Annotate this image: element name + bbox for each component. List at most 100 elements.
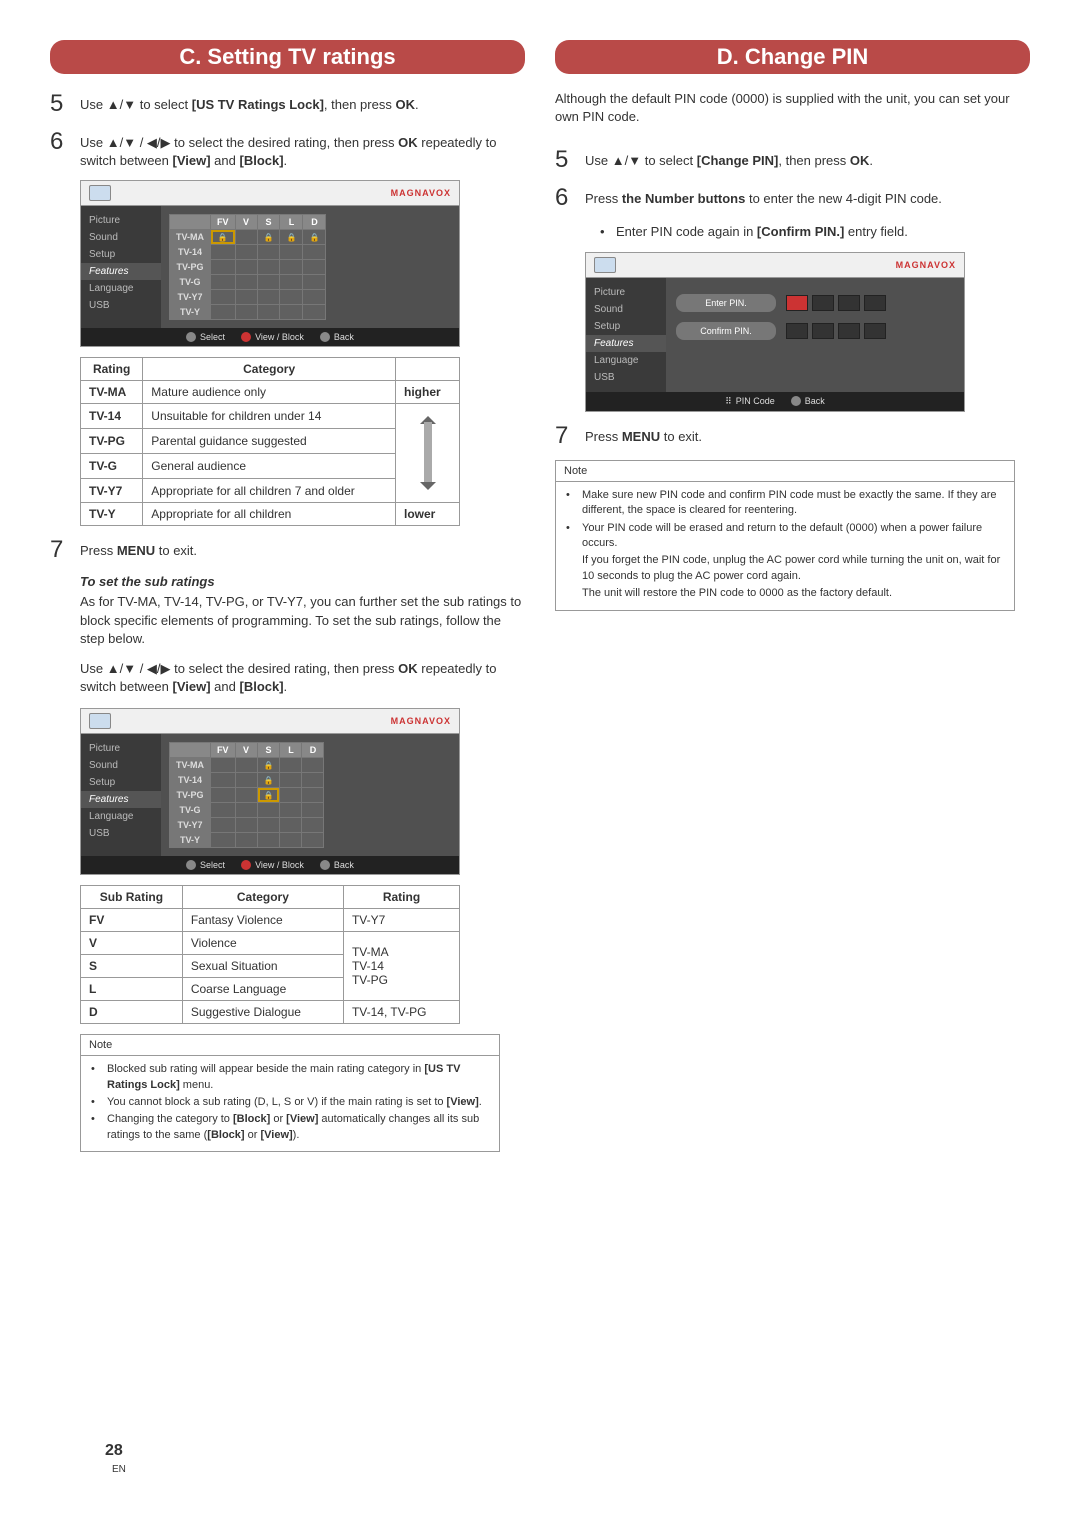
table-header: Category (143, 358, 396, 381)
bold-text: [View] (173, 153, 211, 168)
ok-dot-icon (241, 860, 251, 870)
page-lang: EN (112, 1464, 126, 1475)
tv-screenshot-1: MAGNAVOX PictureSoundSetupFeaturesLangua… (80, 180, 460, 347)
bullet-dot-icon: • (566, 521, 576, 552)
footer-viewblock: View / Block (255, 860, 304, 870)
step-number: 5 (555, 146, 577, 174)
grid-header: S (257, 215, 280, 230)
section-d-header: D. Change PIN (555, 40, 1030, 74)
grid-cell (280, 758, 302, 773)
text: , then press (778, 153, 850, 168)
grid-cell (280, 245, 303, 260)
higher-label: higher (396, 381, 460, 404)
category-cell: Unsuitable for children under 14 (143, 404, 396, 429)
grid-cell (235, 230, 257, 245)
tv-menu-item: Sound (586, 301, 666, 318)
grid-cell (280, 305, 303, 320)
brand-label: MAGNAVOX (391, 188, 451, 198)
text: Enter PIN code again in (616, 224, 757, 239)
text: to select (641, 153, 697, 168)
tv-menu-item: USB (81, 825, 161, 842)
grid-row-label: TV-G (170, 803, 211, 818)
grid-cell (302, 773, 324, 788)
bullet-dot-icon: • (600, 222, 610, 242)
grid-cell (280, 833, 302, 848)
note-item: •Make sure new PIN code and confirm PIN … (566, 488, 1004, 519)
text: Press (585, 429, 622, 444)
grid-row-label: TV-MA (170, 758, 211, 773)
category-cell: General audience (143, 453, 396, 478)
keypad-icon: ⠿ (725, 396, 732, 407)
bold-text: OK (398, 135, 418, 150)
footer-back: Back (334, 860, 354, 870)
grid-cell (235, 773, 257, 788)
grid-row-label: TV-Y (170, 833, 211, 848)
brand-label: MAGNAVOX (896, 260, 956, 270)
text: to select (136, 97, 192, 112)
tv-menu-item: Picture (81, 212, 161, 229)
arrows-icon: ▲/▼ (107, 97, 136, 112)
category-cell: Appropriate for all children 7 and older (143, 478, 396, 503)
tv-menu-item: Language (81, 808, 161, 825)
intro-text: Although the default PIN code (0000) is … (555, 90, 1030, 126)
footer-select: Select (200, 332, 225, 342)
left-column: C. Setting TV ratings 5 Use ▲/▼ to selec… (50, 40, 525, 1162)
rating-cell: TV-MA (81, 381, 143, 404)
select-dot-icon (186, 860, 196, 870)
text: Press (585, 191, 622, 206)
note-box-2: Note •Make sure new PIN code and confirm… (555, 460, 1015, 611)
footer-back: Back (334, 332, 354, 342)
grid-cell (211, 290, 236, 305)
right-column: D. Change PIN Although the default PIN c… (555, 40, 1030, 1162)
tv-menu-item: Language (586, 352, 666, 369)
right-bullet: • Enter PIN code again in [Confirm PIN.]… (600, 222, 1030, 242)
text: Press (80, 543, 117, 558)
tv-menu-item: USB (81, 297, 161, 314)
pin-box (864, 295, 886, 311)
grid-cell (280, 818, 302, 833)
enter-pin-boxes (786, 295, 886, 311)
arrows-icon: ▲/▼ (612, 153, 641, 168)
note-body: •Blocked sub rating will appear beside t… (81, 1056, 499, 1151)
grid-header: FV (211, 743, 236, 758)
rating-cell: TV-PG (81, 429, 143, 454)
grid-cell (303, 245, 326, 260)
bold-text: MENU (117, 543, 155, 558)
sub-ratings-table: Sub RatingCategoryRatingFVFantasy Violen… (80, 885, 460, 1024)
step-number: 7 (555, 422, 577, 450)
grid-header: V (235, 743, 257, 758)
text: entry field. (844, 224, 908, 239)
text: , then press (324, 97, 396, 112)
tv-menu-item: Setup (81, 774, 161, 791)
lower-label: lower (396, 503, 460, 526)
bold-text: the Number buttons (622, 191, 746, 206)
category-cell: Coarse Language (182, 978, 343, 1001)
pin-box (812, 323, 834, 339)
select-dot-icon (186, 332, 196, 342)
bold-text: OK (398, 661, 418, 676)
step-number: 6 (50, 128, 72, 156)
text: to enter the new 4-digit PIN code. (745, 191, 942, 206)
tv-ratings-grid: FVVSLDTV-MATV-14TV-PGTV-GTV-Y7TV-Y (169, 214, 326, 320)
tv-menu-item: Sound (81, 757, 161, 774)
bullet-dot-icon: • (91, 1112, 101, 1143)
back-dot-icon (320, 860, 330, 870)
subrating-cell: FV (81, 909, 183, 932)
pin-screenshot: MAGNAVOX PictureSoundSetupFeaturesLangua… (585, 252, 965, 412)
grid-cell (302, 833, 324, 848)
grid-row-label: TV-PG (170, 260, 211, 275)
grid-row-label: TV-14 (170, 773, 211, 788)
text: and (211, 679, 240, 694)
grid-cell (303, 230, 326, 245)
rating-cell: TV-Y (81, 503, 143, 526)
text: Use (585, 153, 612, 168)
tv-icon (89, 185, 111, 201)
tv-menu-item: Features (81, 263, 161, 280)
tv-icon (594, 257, 616, 273)
page-number: 28 (105, 1442, 123, 1460)
sub-ratings-body: As for TV-MA, TV-14, TV-PG, or TV-Y7, yo… (80, 593, 525, 648)
grid-cell (303, 275, 326, 290)
tv-menu-item: Picture (81, 740, 161, 757)
grid-cell (280, 230, 303, 245)
tv-footer: Select View / Block Back (81, 856, 459, 874)
